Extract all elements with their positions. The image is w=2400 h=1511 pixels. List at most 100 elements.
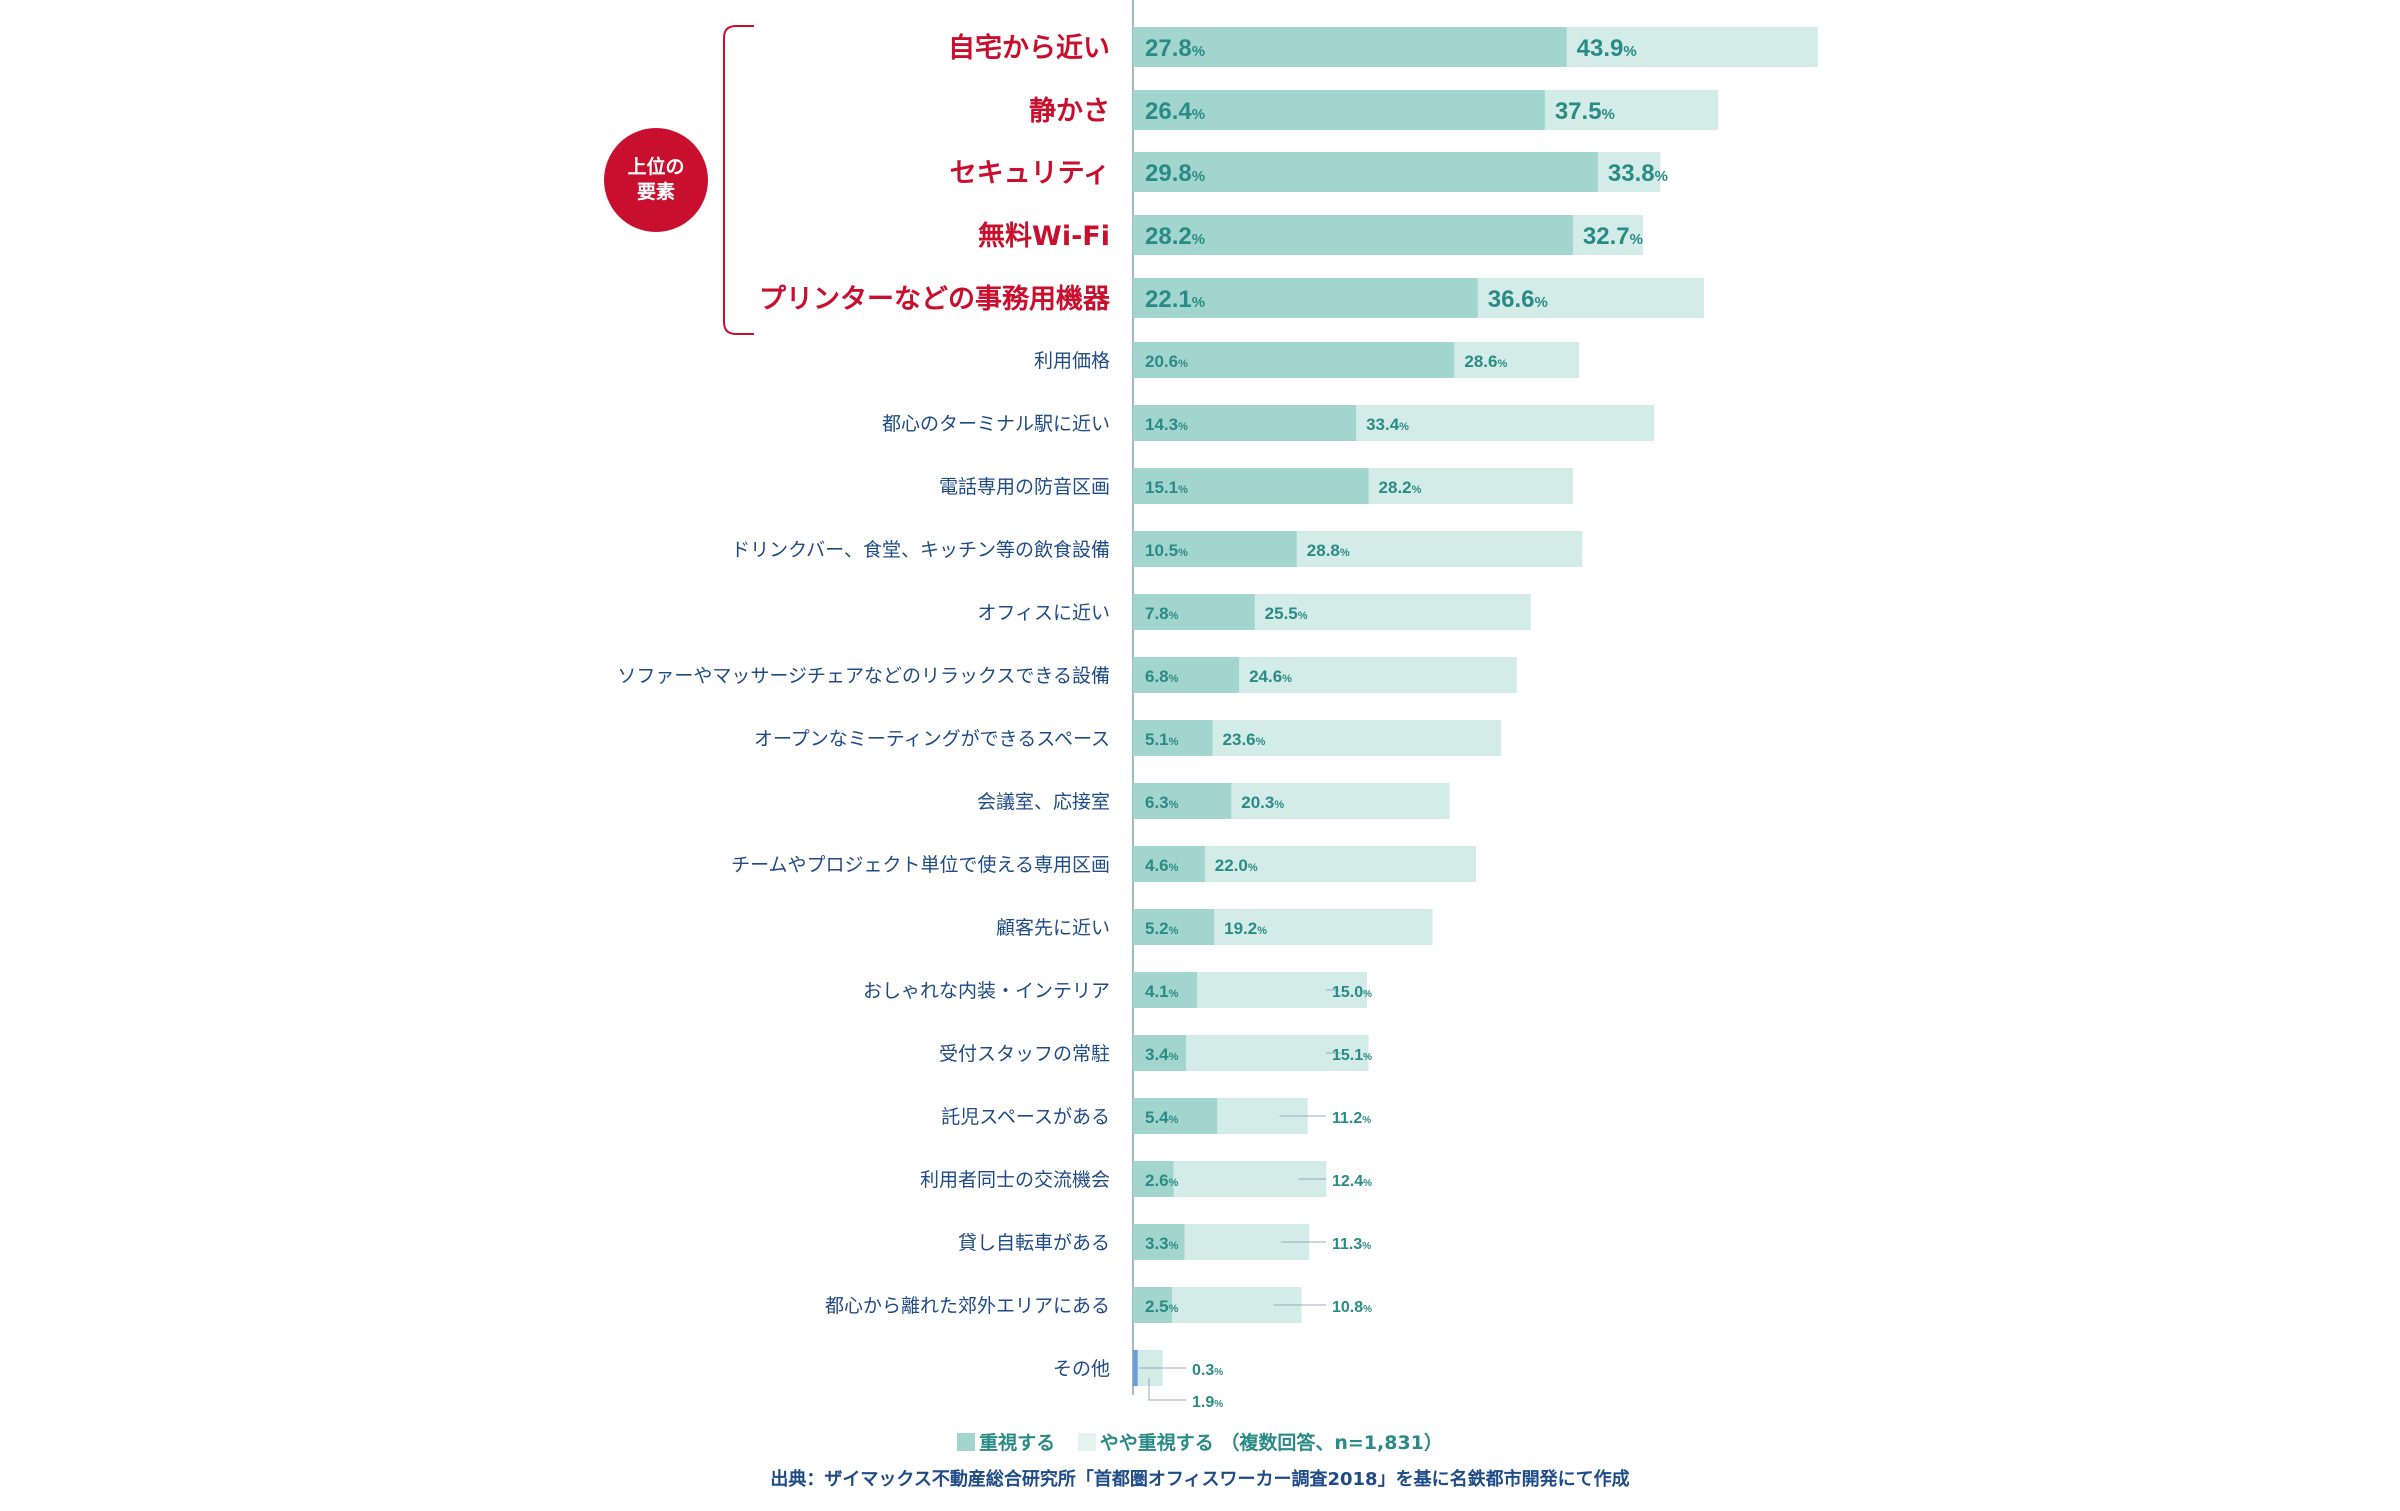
bar-important [1133, 594, 1255, 630]
bar-important [1133, 846, 1205, 882]
value-label-important: 3.3% [1145, 1234, 1179, 1253]
legend-label-important: 重視する [979, 1432, 1056, 1454]
legend: 重視する やや重視する （複数回答、n=1,831） [0, 1428, 2400, 1455]
bar-important [1133, 909, 1215, 945]
value-label-somewhat: 20.3% [1241, 793, 1284, 812]
value-label-important: 2.5% [1145, 1297, 1179, 1316]
leader-line [1148, 1378, 1186, 1401]
bar-important [1133, 278, 1478, 318]
category-label: おしゃれな内装・インテリア [863, 980, 1110, 1002]
bar-important [1133, 468, 1369, 504]
source-note: 出典：ザイマックス不動産総合研究所「首都圏オフィスワーカー調査2018」を基に名… [770, 1469, 1630, 1490]
highlight-badge-text: 要素 [637, 180, 675, 203]
bar-important [1133, 152, 1598, 192]
value-label-important: 0.3% [1192, 1362, 1223, 1379]
value-label-important: 5.4% [1145, 1108, 1179, 1127]
value-label-somewhat: 12.4% [1332, 1173, 1372, 1190]
category-label: オフィスに近い [977, 602, 1110, 624]
category-label: 貸し自転車がある [958, 1232, 1110, 1254]
value-label-important: 29.8% [1145, 160, 1205, 187]
highlight-badge-text: 上位の [627, 155, 684, 178]
bar-important [1133, 783, 1232, 819]
value-label-somewhat: 11.2% [1332, 1110, 1371, 1127]
bar-important [1133, 531, 1297, 567]
category-label: オープンなミーティングができるスペース [754, 728, 1110, 750]
category-label: プリンターなどの事務用機器 [759, 284, 1111, 315]
value-label-somewhat: 24.6% [1249, 667, 1292, 686]
value-label-somewhat: 15.1% [1332, 1047, 1372, 1064]
bar-important [1133, 405, 1357, 441]
category-label: その他 [1053, 1358, 1110, 1380]
value-label-important: 15.1% [1145, 478, 1188, 497]
category-label: ソファーやマッサージチェアなどのリラックスできる設備 [617, 665, 1110, 687]
value-label-important: 5.2% [1145, 919, 1179, 938]
category-label: 自宅から近い [948, 32, 1110, 64]
legend-swatch-important [957, 1433, 976, 1451]
category-label: 利用価格 [1034, 350, 1110, 372]
value-label-important: 27.8% [1145, 35, 1205, 62]
category-label: 利用者同士の交流機会 [920, 1169, 1110, 1191]
highlight-badge [604, 128, 708, 232]
value-label-important: 6.3% [1145, 793, 1179, 812]
value-label-somewhat: 22.0% [1215, 856, 1258, 875]
value-label-important: 3.4% [1145, 1045, 1179, 1064]
value-label-somewhat: 1.9% [1192, 1394, 1223, 1411]
category-label: 無料Wi-Fi [978, 221, 1110, 252]
value-label-somewhat: 10.8% [1332, 1299, 1372, 1316]
legend-note: （複数回答、n=1,831） [1220, 1432, 1443, 1454]
value-label-important: 20.6% [1145, 352, 1188, 371]
value-label-somewhat: 33.8% [1608, 160, 1668, 187]
bar-important [1133, 657, 1240, 693]
category-label: 電話専用の防音区画 [939, 476, 1110, 498]
value-label-somewhat: 15.0% [1332, 984, 1372, 1001]
category-label: 会議室、応接室 [977, 791, 1110, 813]
category-label: ドリンクバー、食堂、キッチン等の飲食設備 [731, 539, 1110, 561]
category-label: セキュリティ [950, 158, 1110, 189]
value-label-important: 2.6% [1145, 1171, 1179, 1190]
value-label-important: 22.1% [1145, 286, 1205, 313]
value-label-important: 5.1% [1145, 730, 1179, 749]
value-label-somewhat: 37.5% [1555, 98, 1615, 125]
bar-important [1133, 972, 1197, 1008]
value-label-important: 4.1% [1145, 982, 1179, 1001]
highlight-bracket [723, 25, 754, 335]
category-label: チームやプロジェクト単位で使える専用区画 [731, 854, 1110, 876]
bar-important [1133, 1224, 1185, 1260]
value-label-somewhat: 11.3% [1332, 1236, 1371, 1253]
value-label-somewhat: 33.4% [1366, 415, 1409, 434]
value-label-important: 10.5% [1145, 541, 1188, 560]
category-label: 受付スタッフの常駐 [939, 1043, 1110, 1065]
bar-important [1133, 720, 1213, 756]
category-label: 都心から離れた郊外エリアにある [825, 1295, 1110, 1317]
bar-important [1133, 1350, 1138, 1386]
value-label-important: 26.4% [1145, 98, 1205, 125]
bar-important [1133, 1161, 1174, 1197]
bar-important [1133, 1287, 1172, 1323]
value-label-somewhat: 43.9% [1577, 35, 1637, 62]
category-label: 顧客先に近い [996, 917, 1110, 939]
value-label-somewhat: 28.6% [1464, 352, 1507, 371]
value-label-somewhat: 28.8% [1307, 541, 1350, 560]
value-label-somewhat: 19.2% [1224, 919, 1267, 938]
value-label-important: 14.3% [1145, 415, 1188, 434]
bar-important [1133, 342, 1455, 378]
value-label-important: 6.8% [1145, 667, 1179, 686]
category-label: 静かさ [1029, 96, 1110, 127]
value-label-important: 28.2% [1145, 223, 1205, 250]
value-label-somewhat: 23.6% [1223, 730, 1266, 749]
bar-important [1133, 27, 1567, 67]
value-label-important: 7.8% [1145, 604, 1179, 623]
value-label-somewhat: 28.2% [1379, 478, 1422, 497]
value-label-important: 4.6% [1145, 856, 1179, 875]
category-label: 都心のターミナル駅に近い [882, 413, 1110, 435]
bar-important [1133, 90, 1545, 130]
legend-swatch-somewhat [1077, 1433, 1096, 1451]
category-label: 託児スペースがある [941, 1106, 1110, 1128]
bar-important [1133, 215, 1573, 255]
value-label-somewhat: 32.7% [1583, 223, 1643, 250]
value-label-somewhat: 25.5% [1265, 604, 1308, 623]
bar-important [1133, 1098, 1218, 1134]
value-label-somewhat: 36.6% [1488, 286, 1548, 313]
legend-label-somewhat: やや重視する [1099, 1432, 1214, 1454]
